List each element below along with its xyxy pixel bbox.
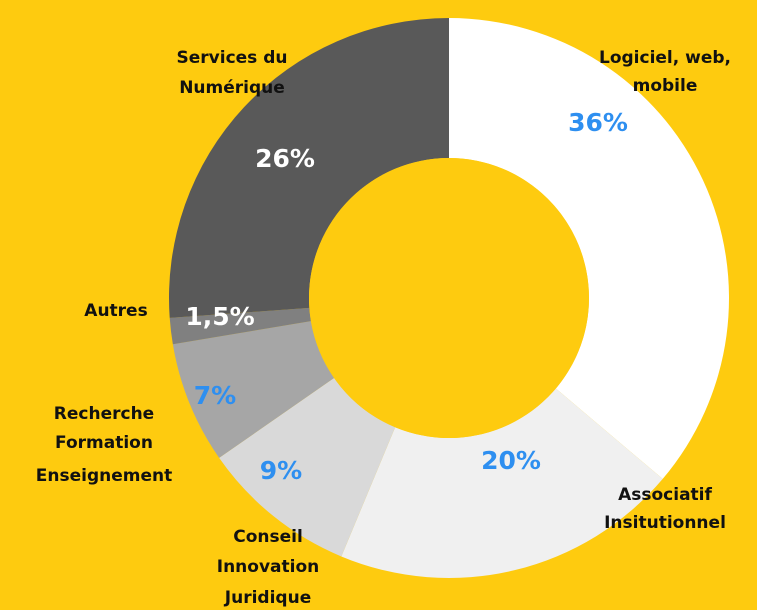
- category-label: Numérique: [179, 78, 285, 98]
- category-label: mobile: [633, 76, 698, 96]
- donut-slice: [172, 321, 335, 458]
- category-label: Enseignement: [36, 466, 172, 486]
- donut-slice: [449, 18, 729, 479]
- value-label: 26%: [255, 144, 315, 173]
- category-label: Insitutionnel: [604, 513, 726, 533]
- donut-hole: [309, 158, 589, 438]
- category-label: Formation: [55, 433, 153, 453]
- category-label: Recherche: [54, 404, 154, 424]
- donut-slice: [169, 307, 311, 345]
- value-label: 20%: [481, 446, 541, 475]
- category-label: Logiciel, web,: [599, 48, 731, 68]
- value-label: 1,5%: [185, 302, 254, 331]
- category-label: Services du: [177, 48, 288, 68]
- category-label: Conseil: [233, 527, 303, 547]
- category-label: Associatif: [618, 485, 712, 505]
- donut-slice: [169, 18, 449, 318]
- category-label: Innovation: [217, 557, 320, 577]
- donut-slice: [341, 388, 663, 578]
- category-label: Juridique: [224, 588, 311, 608]
- category-label: Autres: [84, 301, 147, 321]
- value-label: 7%: [194, 381, 236, 410]
- value-label: 9%: [260, 456, 302, 485]
- value-label: 36%: [568, 108, 628, 137]
- donut-slice: [219, 377, 396, 557]
